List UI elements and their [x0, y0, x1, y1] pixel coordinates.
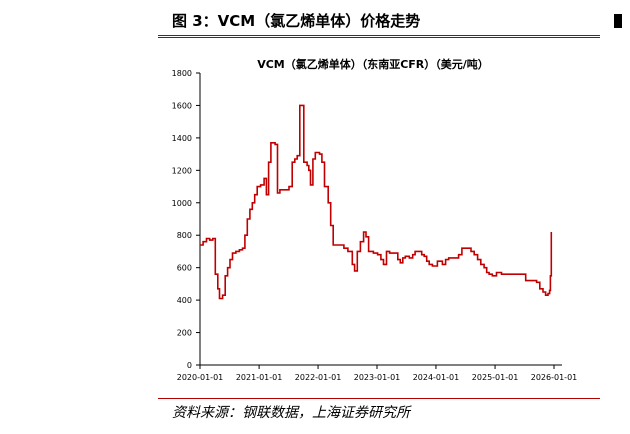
x-tick-label: 2026-01-01: [531, 373, 578, 382]
figure-title: 图 3：VCM（氯乙烯单体）价格走势: [172, 12, 421, 30]
adjacent-figure-edge: [614, 14, 622, 28]
title-divider-secondary: [158, 37, 600, 38]
chart-title: VCM（氯乙烯单体）（东南亚CFR）（美元/吨）: [257, 57, 489, 71]
source-note: 资料来源：钢联数据，上海证券研究所: [172, 405, 410, 421]
x-tick-label: 2021-01-01: [236, 373, 283, 382]
y-tick-label: 600: [177, 264, 192, 273]
y-tick-label: 1800: [172, 69, 192, 78]
x-axis: 2020-01-01 2021-01-01 2022-01-01 2023-01-01…: [177, 364, 578, 382]
y-axis: 0 200 400 600 800 1000 1200 1400 1600 1800: [172, 69, 201, 370]
y-tick-label: 400: [177, 296, 192, 305]
x-tick-label: 2024-01-01: [413, 373, 460, 382]
x-tick-label: 2020-01-01: [177, 373, 224, 382]
y-tick-label: 200: [177, 329, 192, 338]
source-divider: [158, 398, 600, 399]
x-tick-label: 2025-01-01: [472, 373, 519, 382]
y-tick-label: 1200: [172, 166, 192, 175]
y-tick-label: 0: [187, 361, 192, 370]
y-tick-label: 1000: [172, 199, 192, 208]
plot-area: [200, 104, 553, 300]
y-tick-label: 800: [177, 231, 192, 240]
title-divider: [158, 35, 600, 36]
x-tick-label: 2022-01-01: [295, 373, 342, 382]
series-line: [200, 104, 553, 300]
x-tick-label: 2023-01-01: [354, 373, 401, 382]
y-tick-label: 1600: [172, 101, 192, 110]
y-tick-label: 1400: [172, 134, 192, 143]
